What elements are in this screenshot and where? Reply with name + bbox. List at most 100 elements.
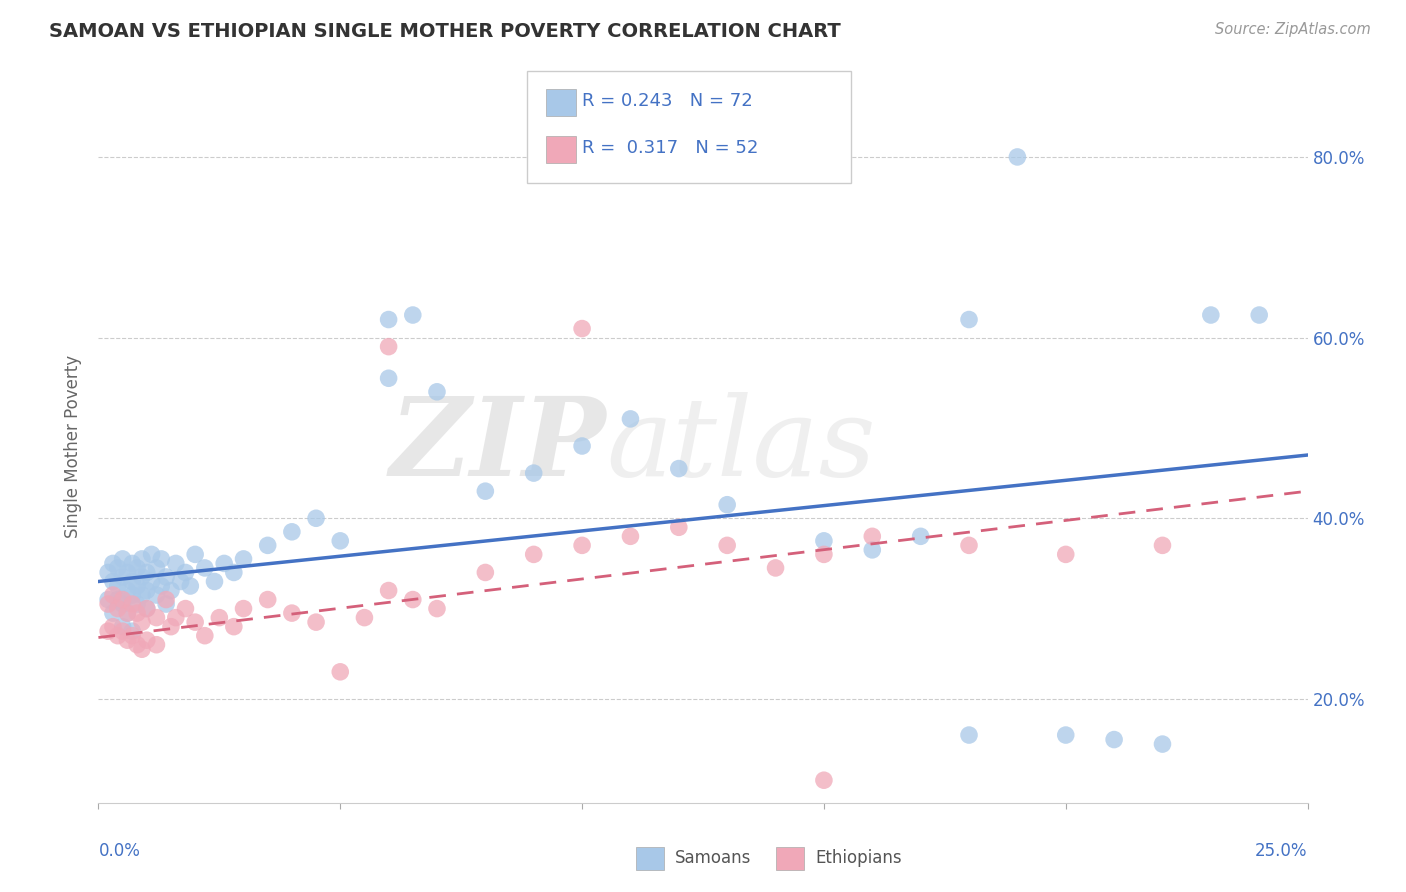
Point <box>145 588 167 602</box>
Text: Samoans: Samoans <box>675 849 751 867</box>
Point <box>957 728 980 742</box>
Point <box>127 579 149 593</box>
Point <box>222 620 245 634</box>
Point <box>668 461 690 475</box>
Point <box>135 601 157 615</box>
Point <box>165 557 187 571</box>
Point <box>135 566 157 580</box>
Point <box>165 610 187 624</box>
Point <box>169 574 191 589</box>
Point <box>97 624 120 639</box>
Point <box>121 597 143 611</box>
Text: ZIP: ZIP <box>389 392 606 500</box>
Point <box>117 566 139 580</box>
Point <box>860 529 883 543</box>
Point <box>121 588 143 602</box>
Point <box>121 629 143 643</box>
Point <box>1199 308 1222 322</box>
Point <box>1007 150 1029 164</box>
Point <box>127 638 149 652</box>
Point <box>232 601 254 615</box>
Point <box>127 597 149 611</box>
Point <box>474 484 496 499</box>
Point <box>117 583 139 598</box>
Point <box>571 321 593 335</box>
Point <box>619 412 641 426</box>
Point <box>141 574 163 589</box>
Point <box>329 533 352 548</box>
Point <box>1249 308 1271 322</box>
Point <box>619 529 641 543</box>
Point <box>860 542 883 557</box>
Point <box>107 629 129 643</box>
Point <box>377 583 399 598</box>
Point <box>523 466 546 480</box>
Text: Ethiopians: Ethiopians <box>815 849 903 867</box>
Point <box>107 592 129 607</box>
Point <box>668 520 690 534</box>
Point <box>155 570 177 584</box>
Point <box>111 592 134 607</box>
Point <box>1152 737 1174 751</box>
Point <box>523 548 546 562</box>
Point <box>765 561 787 575</box>
Text: atlas: atlas <box>606 392 876 500</box>
Point <box>204 574 226 589</box>
Point <box>160 620 183 634</box>
Point <box>131 588 153 602</box>
Point <box>957 312 980 326</box>
Text: SAMOAN VS ETHIOPIAN SINGLE MOTHER POVERTY CORRELATION CHART: SAMOAN VS ETHIOPIAN SINGLE MOTHER POVERT… <box>49 22 841 41</box>
Y-axis label: Single Mother Poverty: Single Mother Poverty <box>65 354 83 538</box>
Point <box>194 561 217 575</box>
Point <box>402 308 425 322</box>
Point <box>813 773 835 788</box>
Point <box>426 384 449 399</box>
Point <box>145 561 167 575</box>
Text: R = 0.243   N = 72: R = 0.243 N = 72 <box>582 92 752 110</box>
Point <box>208 610 231 624</box>
Point <box>101 574 124 589</box>
Point <box>716 538 738 552</box>
Point <box>377 371 399 385</box>
Point <box>131 615 153 629</box>
Point <box>1054 548 1077 562</box>
Point <box>111 552 134 566</box>
Point <box>174 566 197 580</box>
Point <box>135 601 157 615</box>
Point <box>1152 538 1174 552</box>
Point <box>1054 728 1077 742</box>
Point <box>101 588 124 602</box>
Point <box>474 566 496 580</box>
Point <box>716 498 738 512</box>
Point <box>184 615 207 629</box>
Point <box>232 552 254 566</box>
Point <box>174 601 197 615</box>
Point <box>194 629 217 643</box>
Point <box>813 548 835 562</box>
Text: 25.0%: 25.0% <box>1256 842 1308 860</box>
Point <box>150 579 173 593</box>
Point <box>117 633 139 648</box>
Point <box>222 566 245 580</box>
Point <box>107 561 129 575</box>
Point <box>127 561 149 575</box>
Point <box>910 529 932 543</box>
Point <box>145 610 167 624</box>
Text: 0.0%: 0.0% <box>98 842 141 860</box>
Point <box>97 597 120 611</box>
Point <box>377 312 399 326</box>
Point <box>957 538 980 552</box>
Point <box>184 548 207 562</box>
Point <box>117 606 139 620</box>
Point <box>353 610 375 624</box>
Point <box>111 597 134 611</box>
Point <box>107 601 129 615</box>
Text: Source: ZipAtlas.com: Source: ZipAtlas.com <box>1215 22 1371 37</box>
Point <box>135 583 157 598</box>
Point <box>101 620 124 634</box>
Point <box>121 557 143 571</box>
Point <box>131 570 153 584</box>
Point <box>426 601 449 615</box>
Point <box>101 557 124 571</box>
Point <box>155 597 177 611</box>
